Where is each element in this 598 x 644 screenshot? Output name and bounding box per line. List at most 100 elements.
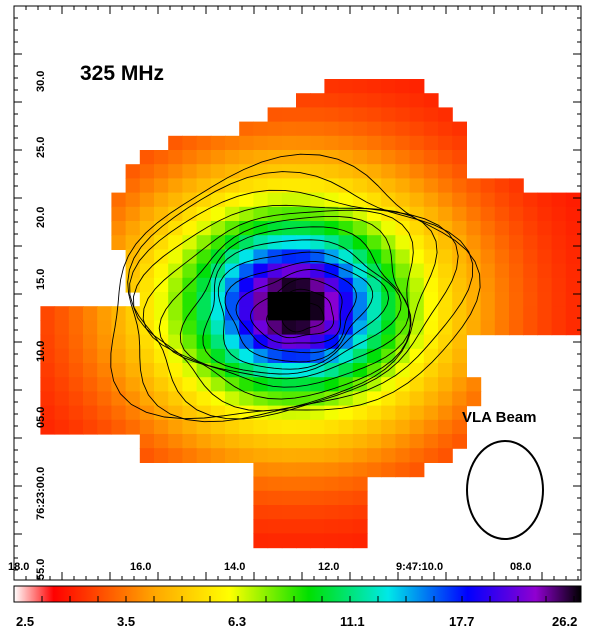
intensity-pixel — [565, 277, 581, 293]
intensity-pixel — [438, 263, 453, 279]
intensity-pixel — [281, 505, 297, 520]
intensity-pixel — [210, 178, 226, 194]
intensity-pixel — [296, 405, 311, 421]
intensity-pixel — [310, 419, 325, 435]
contour-line — [179, 226, 410, 380]
intensity-pixel — [438, 348, 453, 364]
intensity-pixel — [452, 320, 467, 336]
intensity-pixel — [324, 263, 340, 279]
intensity-pixel — [97, 391, 112, 407]
intensity-pixel — [494, 277, 510, 293]
intensity-pixel — [324, 448, 340, 463]
intensity-pixel — [310, 93, 325, 108]
intensity-pixel — [54, 320, 70, 336]
intensity-pixel — [480, 263, 496, 279]
intensity-pixel — [523, 320, 538, 336]
intensity-pixel — [395, 79, 411, 94]
intensity-pixel — [196, 206, 212, 222]
intensity-pixel — [452, 192, 467, 208]
intensity-pixel — [125, 178, 141, 194]
intensity-pixel — [310, 377, 325, 392]
chart-title: 325 MHz — [80, 62, 164, 85]
intensity-pixel — [395, 192, 411, 208]
intensity-pixel — [381, 434, 396, 449]
intensity-pixel — [68, 377, 84, 392]
intensity-pixel — [196, 192, 212, 208]
intensity-pixel — [367, 277, 382, 293]
intensity-pixel — [352, 363, 368, 378]
contour-lines — [110, 153, 481, 423]
intensity-pixel — [452, 135, 467, 151]
intensity-pixel — [281, 121, 297, 137]
intensity-pixel — [423, 249, 439, 265]
intensity-pixel — [168, 434, 183, 449]
intensity-pixel — [452, 434, 467, 449]
intensity-pixel — [83, 334, 98, 350]
intensity-pixel — [281, 377, 297, 392]
intensity-pixel — [196, 150, 212, 165]
intensity-pixel — [253, 263, 269, 279]
intensity-pixel — [352, 93, 368, 108]
intensity-pixel — [281, 533, 297, 549]
intensity-pixel — [409, 306, 425, 321]
intensity-pixel — [466, 377, 482, 392]
intensity-pixel — [40, 334, 56, 350]
intensity-pixel — [182, 320, 198, 336]
intensity-pixel — [509, 320, 524, 336]
intensity-pixel — [310, 519, 325, 534]
intensity-pixel — [438, 150, 453, 165]
intensity-pixel — [324, 490, 340, 506]
intensity-pixel — [480, 206, 496, 222]
intensity-pixel — [296, 505, 311, 520]
intensity-pixel — [54, 377, 70, 392]
intensity-pixel — [296, 434, 311, 449]
intensity-pixel — [352, 334, 368, 350]
beam-label: VLA Beam — [462, 409, 536, 426]
intensity-pixel — [267, 277, 283, 293]
intensity-pixel — [168, 178, 183, 194]
intensity-pixel — [367, 462, 382, 478]
intensity-pixel — [565, 249, 581, 265]
intensity-pixel — [125, 363, 141, 378]
intensity-pixel — [68, 348, 84, 364]
intensity-pixel — [438, 391, 453, 407]
intensity-pixel — [324, 519, 340, 534]
intensity-pixel — [509, 277, 524, 293]
intensity-pixel — [253, 235, 269, 250]
intensity-pixel — [452, 263, 467, 279]
intensity-pixel — [324, 419, 340, 435]
intensity-pixel — [452, 405, 467, 421]
intensity-pixel — [466, 235, 482, 250]
intensity-pixel — [381, 377, 396, 392]
intensity-pixel — [281, 135, 297, 151]
intensity-pixel — [97, 306, 112, 321]
intensity-pixel — [452, 377, 467, 392]
intensity-pixel — [168, 419, 183, 435]
intensity-pixel — [395, 405, 411, 421]
intensity-pixel — [409, 462, 425, 478]
intensity-pixel — [196, 391, 212, 407]
intensity-pixel — [438, 419, 453, 435]
intensity-pixel — [97, 419, 112, 435]
intensity-pixel — [452, 221, 467, 236]
intensity-pixel — [509, 292, 524, 307]
intensity-pixel — [494, 192, 510, 208]
intensity-pixel — [253, 164, 269, 179]
intensity-pixel — [423, 391, 439, 407]
intensity-pixel — [168, 448, 183, 463]
intensity-pixel — [324, 107, 340, 123]
colorbar-tick-label: 17.7 — [449, 614, 474, 629]
intensity-pixel — [267, 249, 283, 265]
intensity-pixel — [97, 377, 112, 392]
contour-line — [110, 153, 481, 420]
intensity-pixel — [438, 377, 453, 392]
intensity-pixel — [225, 263, 240, 279]
intensity-pixel — [509, 221, 524, 236]
intensity-pixel — [395, 121, 411, 137]
intensity-pixel — [438, 334, 453, 350]
intensity-pixel — [196, 263, 212, 279]
intensity-pixel — [267, 164, 283, 179]
intensity-pixel — [54, 391, 70, 407]
intensity-pixel — [281, 519, 297, 534]
intensity-pixel — [310, 192, 325, 208]
